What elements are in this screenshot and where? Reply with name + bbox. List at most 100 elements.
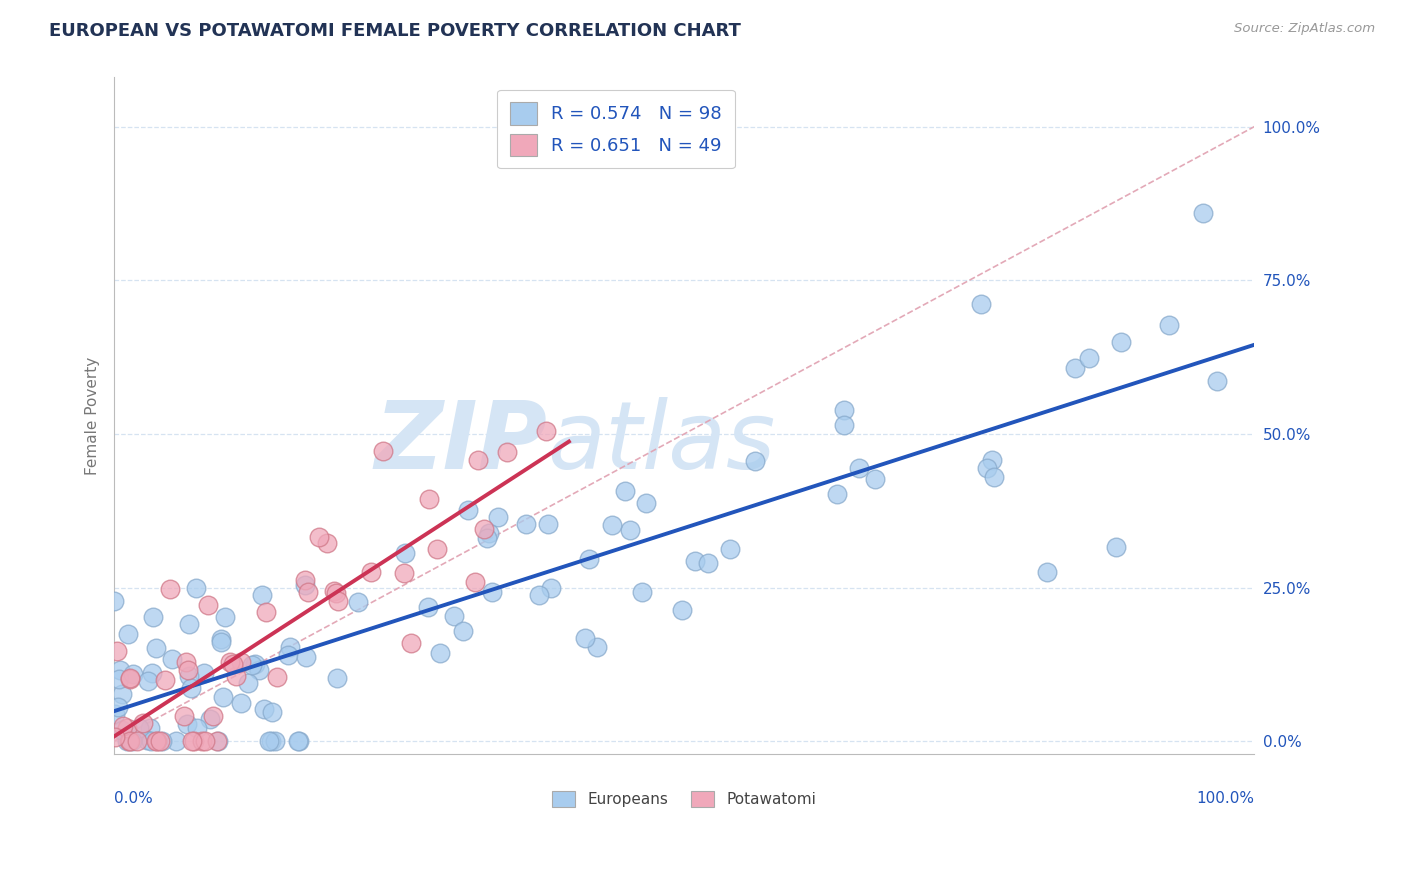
Point xyxy=(515,517,537,532)
Text: atlas: atlas xyxy=(547,397,776,488)
Point xyxy=(186,581,208,595)
Point xyxy=(103,594,125,608)
Point xyxy=(180,734,202,748)
Point xyxy=(121,734,143,748)
Point xyxy=(180,681,202,696)
Point xyxy=(139,734,162,748)
Point xyxy=(602,517,624,532)
Point xyxy=(308,530,330,544)
Point xyxy=(983,470,1005,484)
Point xyxy=(191,734,214,748)
Point xyxy=(981,453,1004,467)
Point xyxy=(108,672,131,686)
Point xyxy=(277,648,299,663)
Point xyxy=(347,595,370,609)
Point xyxy=(160,652,183,666)
Point xyxy=(834,417,856,432)
Point xyxy=(177,663,200,677)
Point xyxy=(848,461,870,475)
Point xyxy=(198,712,221,726)
Point xyxy=(537,516,560,531)
Point xyxy=(257,734,280,748)
Point xyxy=(619,523,641,537)
Point xyxy=(322,583,344,598)
Point xyxy=(245,657,267,672)
Point xyxy=(486,510,509,524)
Point xyxy=(197,599,219,613)
Point xyxy=(194,734,217,748)
Point xyxy=(201,709,224,723)
Point xyxy=(177,669,200,683)
Point xyxy=(534,424,557,438)
Point xyxy=(631,585,654,599)
Point xyxy=(263,734,285,748)
Point xyxy=(287,734,309,748)
Point xyxy=(183,734,205,748)
Point xyxy=(212,690,235,704)
Point xyxy=(578,551,600,566)
Point xyxy=(118,734,141,748)
Point xyxy=(418,599,440,614)
Point xyxy=(1191,205,1213,219)
Point xyxy=(128,721,150,735)
Point xyxy=(253,702,276,716)
Point xyxy=(118,671,141,685)
Point xyxy=(225,668,247,682)
Point xyxy=(266,670,288,684)
Point xyxy=(394,566,416,580)
Point xyxy=(231,696,253,710)
Point xyxy=(207,734,229,748)
Point xyxy=(636,496,658,510)
Point xyxy=(294,578,316,592)
Point xyxy=(173,709,195,723)
Point xyxy=(209,632,232,646)
Legend: Europeans, Potawatomi: Europeans, Potawatomi xyxy=(546,785,823,814)
Point xyxy=(218,655,240,669)
Text: EUROPEAN VS POTAWATOMI FEMALE POVERTY CORRELATION CHART: EUROPEAN VS POTAWATOMI FEMALE POVERTY CO… xyxy=(49,22,741,40)
Text: 100.0%: 100.0% xyxy=(1197,790,1254,805)
Point xyxy=(976,461,998,475)
Point xyxy=(426,541,449,556)
Point xyxy=(1036,565,1059,579)
Point xyxy=(280,640,302,654)
Point xyxy=(697,556,720,570)
Point xyxy=(207,734,229,748)
Point xyxy=(614,484,637,499)
Point xyxy=(316,535,339,549)
Text: ZIP: ZIP xyxy=(374,397,547,489)
Point xyxy=(115,734,138,748)
Text: Source: ZipAtlas.com: Source: ZipAtlas.com xyxy=(1234,22,1375,36)
Point xyxy=(863,472,886,486)
Point xyxy=(146,734,169,748)
Point xyxy=(159,582,181,596)
Point xyxy=(540,581,562,595)
Point xyxy=(451,624,474,638)
Point xyxy=(294,573,316,587)
Point xyxy=(145,641,167,656)
Point xyxy=(229,656,252,670)
Point xyxy=(970,297,993,311)
Point xyxy=(1105,541,1128,555)
Point xyxy=(297,585,319,599)
Point xyxy=(1205,375,1227,389)
Point xyxy=(104,707,127,722)
Point xyxy=(527,588,550,602)
Point xyxy=(138,673,160,688)
Point xyxy=(1064,360,1087,375)
Point xyxy=(472,523,495,537)
Point xyxy=(1078,351,1101,365)
Y-axis label: Female Poverty: Female Poverty xyxy=(86,356,100,475)
Point xyxy=(457,503,479,517)
Point xyxy=(249,663,271,677)
Point xyxy=(399,636,422,650)
Point xyxy=(429,646,451,660)
Point xyxy=(120,734,142,748)
Point xyxy=(1109,334,1132,349)
Point xyxy=(236,676,259,690)
Point xyxy=(105,644,128,658)
Point xyxy=(371,443,394,458)
Point xyxy=(574,632,596,646)
Point xyxy=(832,403,855,417)
Point xyxy=(477,531,499,545)
Point xyxy=(222,657,245,672)
